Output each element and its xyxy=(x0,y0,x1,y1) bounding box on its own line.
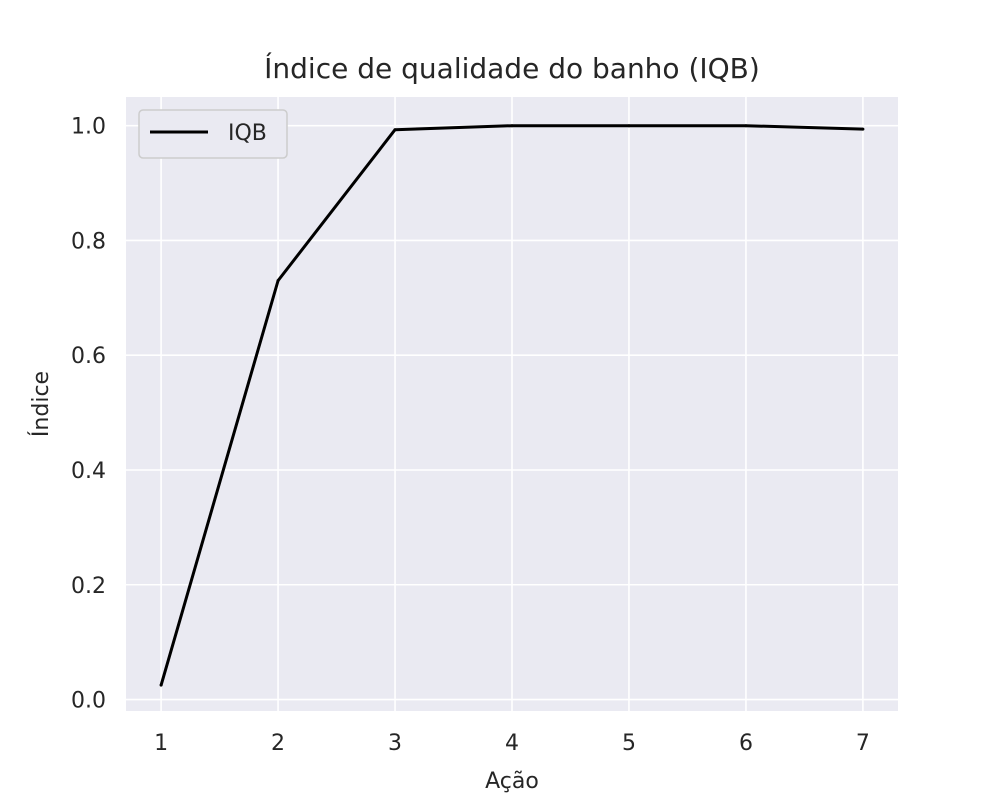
data-point xyxy=(744,124,748,128)
data-point xyxy=(627,124,631,128)
x-tick-label: 5 xyxy=(622,731,636,756)
y-tick-label: 0.4 xyxy=(71,459,106,484)
data-point xyxy=(393,128,397,132)
y-tick-label: 0.8 xyxy=(71,229,106,254)
y-tick-label: 0.6 xyxy=(71,344,106,369)
legend-label-iqb: IQB xyxy=(228,121,267,146)
data-point xyxy=(276,279,280,283)
x-tick-label: 3 xyxy=(388,731,402,756)
chart-title: Índice de qualidade do banho (IQB) xyxy=(264,51,760,85)
y-tick-label: 0.2 xyxy=(71,574,106,599)
legend: IQB xyxy=(138,109,288,159)
x-tick-label: 7 xyxy=(856,731,870,756)
x-tick-label: 2 xyxy=(271,731,285,756)
data-point xyxy=(510,124,514,128)
series-layer xyxy=(159,124,865,687)
y-tick-label: 0.0 xyxy=(71,689,106,714)
data-point xyxy=(159,683,163,687)
x-tick-label: 1 xyxy=(154,731,168,756)
y-tick-label: 1.0 xyxy=(71,115,106,140)
data-point xyxy=(861,127,865,131)
x-axis-label: Ação xyxy=(485,769,539,794)
x-tick-label: 6 xyxy=(739,731,753,756)
tick-labels: 1 2 3 4 5 6 7 0.0 0.2 0.4 0.6 0.8 1.0 xyxy=(71,115,870,756)
x-tick-label: 4 xyxy=(505,731,519,756)
y-axis-label: Índice xyxy=(28,371,54,437)
grid xyxy=(126,97,898,711)
legend-box xyxy=(138,109,288,159)
